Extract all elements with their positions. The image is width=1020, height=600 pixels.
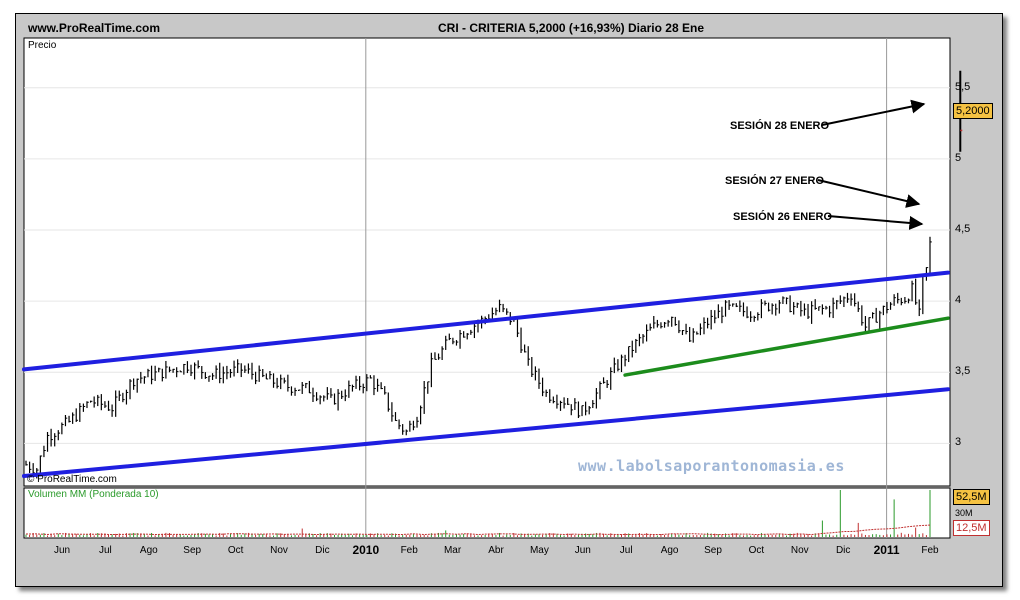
y-tick-label: 4 (955, 294, 962, 307)
channel-upper-line (22, 270, 950, 372)
x-tick-label: Nov (790, 545, 809, 556)
last-price-tag: 5,2000 (953, 103, 993, 119)
x-tick-label: Jun (53, 545, 71, 556)
x-tick-label: Mar (443, 545, 462, 556)
volume-panel (23, 487, 951, 539)
chart-title: CRI - CRITERIA 5,2000 (+16,93%) Diario 2… (438, 21, 704, 35)
x-tick-label: Dic (835, 545, 851, 556)
x-tick-label: 2010 (352, 543, 380, 557)
x-tick-label: May (529, 545, 549, 556)
x-tick-label: Jul (98, 545, 112, 556)
arrow-session-26 (827, 215, 924, 230)
volume-moving-average (25, 524, 931, 536)
annotation-session-28: SESIÓN 28 ENERO (730, 120, 830, 132)
volume-high-tag: 52,5M (953, 489, 990, 505)
y-tick-label: 4,5 (955, 223, 971, 235)
x-tick-label: Nov (270, 545, 288, 556)
price-panel-label: Precio (28, 40, 57, 51)
volume-partial-tick: 30M (955, 508, 973, 518)
price-panel (23, 37, 951, 487)
watermark: www.labolsaporantonomasia.es (578, 457, 845, 475)
grid-lines (24, 38, 950, 538)
support-line (623, 316, 950, 377)
arrow-session-28 (821, 99, 926, 126)
y-tick-label: 3 (955, 436, 962, 449)
x-tick-label: Feb (921, 545, 939, 556)
x-tick-label: Jul (619, 545, 633, 556)
channel-lower-line (22, 387, 950, 479)
x-tick-label: 2011 (873, 543, 900, 557)
site-name[interactable]: www.ProRealTime.com (28, 21, 161, 35)
x-tick-label: Oct (227, 545, 244, 556)
price-bars (25, 70, 963, 479)
x-tick-label: Sep (704, 545, 722, 556)
y-tick-label: 3,5 (955, 365, 971, 378)
volume-avg-tag: 12,5M (953, 520, 990, 536)
volume-panel-label: Volumen MM (Ponderada 10) (28, 489, 159, 500)
arrow-session-27 (817, 179, 921, 208)
annotation-arrows (817, 99, 926, 230)
x-tick-label: Ago (660, 545, 679, 556)
copyright: © ProRealTime.com (27, 474, 117, 485)
x-tick-label: Sep (183, 545, 202, 556)
trend-lines (22, 270, 950, 479)
y-tick-label: 5,5 (955, 80, 971, 93)
x-tick-label: Abr (488, 545, 504, 556)
x-tick-label: Dic (315, 545, 330, 556)
volume-bars (25, 490, 931, 537)
x-tick-label: Jun (574, 545, 591, 556)
annotation-session-26: SESIÓN 26 ENERO (733, 211, 833, 223)
x-tick-label: Feb (400, 545, 418, 556)
x-tick-label: Ago (139, 545, 158, 556)
annotation-session-27: SESIÓN 27 ENERO (725, 175, 825, 187)
y-tick-label: 5 (955, 151, 962, 164)
x-tick-label: Oct (748, 545, 765, 556)
